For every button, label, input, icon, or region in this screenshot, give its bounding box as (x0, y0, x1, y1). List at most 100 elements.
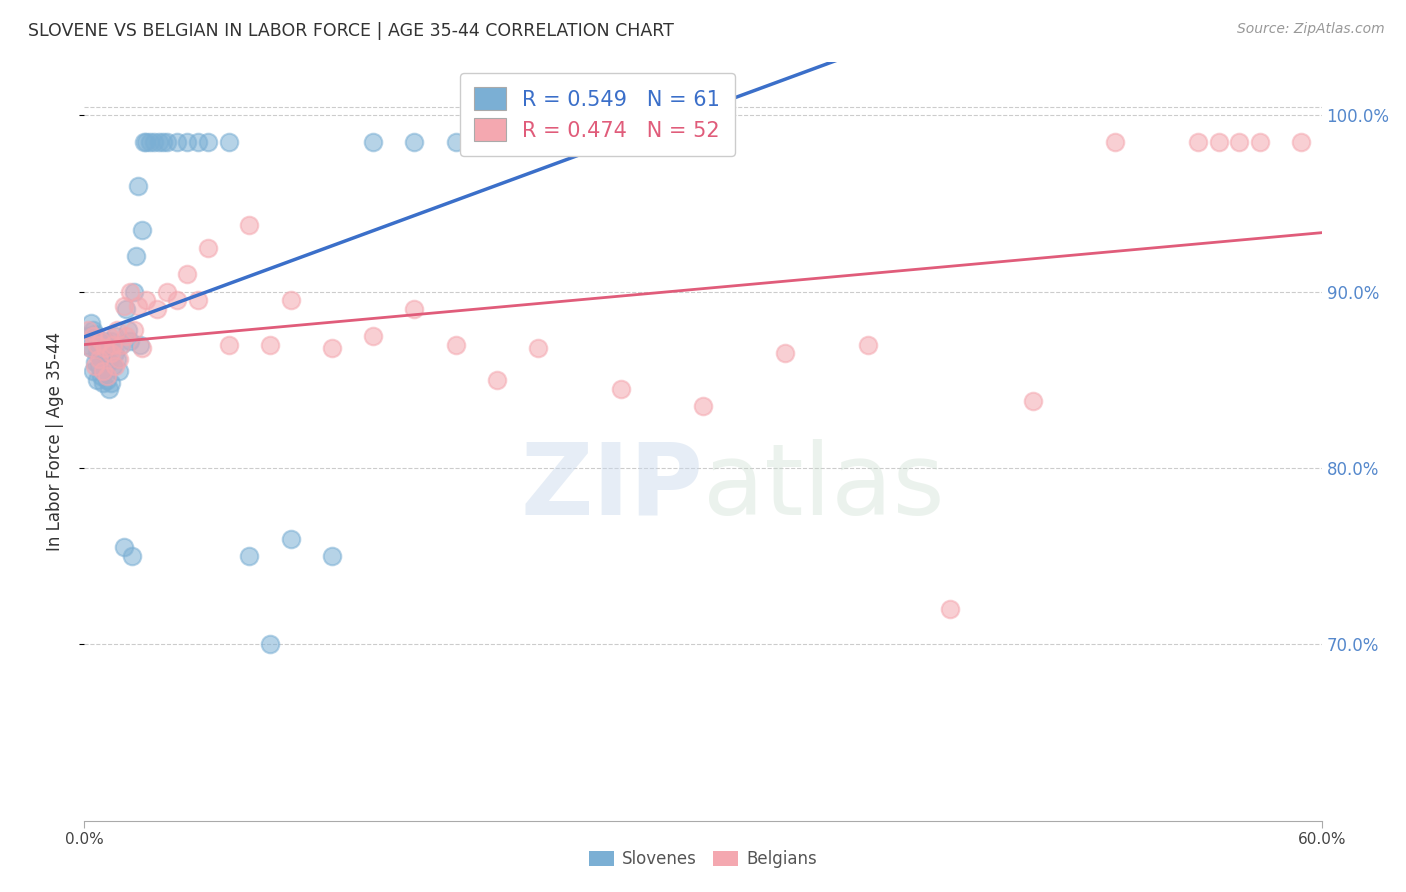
Point (609, 382, 631, 396)
Point (527, 341, 550, 355)
Point (87, 351, 110, 366)
Point (91, 346, 114, 360)
Point (259, 637, 281, 651)
Legend: R = 0.549   N = 61, R = 0.474   N = 52: R = 0.549 N = 61, R = 0.474 N = 52 (460, 73, 735, 156)
Point (114, 328, 136, 343)
Point (86, 373, 108, 387)
Point (79, 341, 101, 355)
Point (125, 249, 148, 263)
Point (197, 241, 219, 255)
Point (90, 334, 112, 348)
Text: atlas: atlas (703, 439, 945, 535)
Point (118, 285, 141, 299)
Point (103, 359, 125, 373)
Point (152, 135, 174, 149)
Legend: Slovenes, Belgians: Slovenes, Belgians (582, 844, 824, 875)
Point (148, 135, 170, 149)
Point (166, 293, 188, 308)
Point (143, 135, 166, 149)
Point (145, 302, 167, 317)
Point (112, 541, 135, 555)
Point (104, 359, 127, 373)
Point (361, 135, 384, 149)
Point (1289, 135, 1312, 149)
Text: SLOVENE VS BELGIAN IN LABOR FORCE | AGE 35-44 CORRELATION CHART: SLOVENE VS BELGIAN IN LABOR FORCE | AGE … (28, 22, 673, 40)
Point (129, 337, 152, 351)
Point (218, 337, 240, 351)
Text: ZIP: ZIP (520, 439, 703, 535)
Point (361, 328, 384, 343)
Point (139, 135, 162, 149)
Point (86, 337, 108, 351)
Point (1104, 135, 1126, 149)
Point (134, 135, 156, 149)
Point (218, 135, 240, 149)
Point (176, 135, 198, 149)
Point (166, 135, 188, 149)
Point (187, 293, 209, 308)
Point (156, 135, 179, 149)
Point (87, 334, 110, 348)
Point (77, 323, 100, 337)
Point (135, 293, 157, 308)
Point (1249, 135, 1271, 149)
Point (444, 337, 467, 351)
Point (105, 323, 128, 337)
Point (108, 351, 131, 366)
Point (238, 549, 260, 563)
Point (82, 328, 104, 343)
Point (280, 293, 302, 308)
Point (127, 299, 149, 313)
Point (90, 369, 112, 384)
Point (775, 346, 797, 360)
Point (122, 285, 145, 299)
Point (485, 373, 508, 387)
Point (91, 376, 114, 391)
Point (100, 346, 122, 360)
Point (117, 323, 139, 337)
Point (96, 369, 118, 384)
Point (131, 341, 153, 355)
Point (135, 135, 157, 149)
Point (238, 218, 260, 232)
Point (156, 285, 179, 299)
Point (83, 355, 105, 369)
Point (112, 299, 135, 313)
Point (1208, 135, 1230, 149)
Point (83, 359, 105, 373)
Point (82, 323, 104, 337)
Point (444, 135, 467, 149)
Point (86, 346, 108, 360)
Point (122, 323, 145, 337)
Point (79, 317, 101, 331)
Point (94, 334, 117, 348)
Point (176, 267, 198, 281)
Point (321, 549, 343, 563)
Point (1187, 135, 1209, 149)
Point (79, 341, 101, 355)
Point (197, 135, 219, 149)
Point (110, 337, 132, 351)
Point (404, 302, 426, 317)
Point (527, 135, 550, 149)
Point (91, 364, 114, 378)
Point (94, 364, 117, 378)
Point (110, 337, 132, 351)
Point (280, 532, 302, 546)
Point (90, 337, 112, 351)
Point (83, 326, 105, 341)
Point (75, 337, 97, 351)
Point (94, 341, 117, 355)
Point (77, 328, 100, 343)
Text: Source: ZipAtlas.com: Source: ZipAtlas.com (1237, 22, 1385, 37)
Point (96, 341, 118, 355)
Point (131, 223, 153, 237)
Point (98, 355, 121, 369)
Point (939, 602, 962, 616)
Point (121, 549, 143, 563)
Point (105, 351, 128, 366)
Point (108, 364, 131, 378)
Point (127, 178, 149, 193)
Point (1022, 394, 1045, 409)
Point (96, 373, 118, 387)
